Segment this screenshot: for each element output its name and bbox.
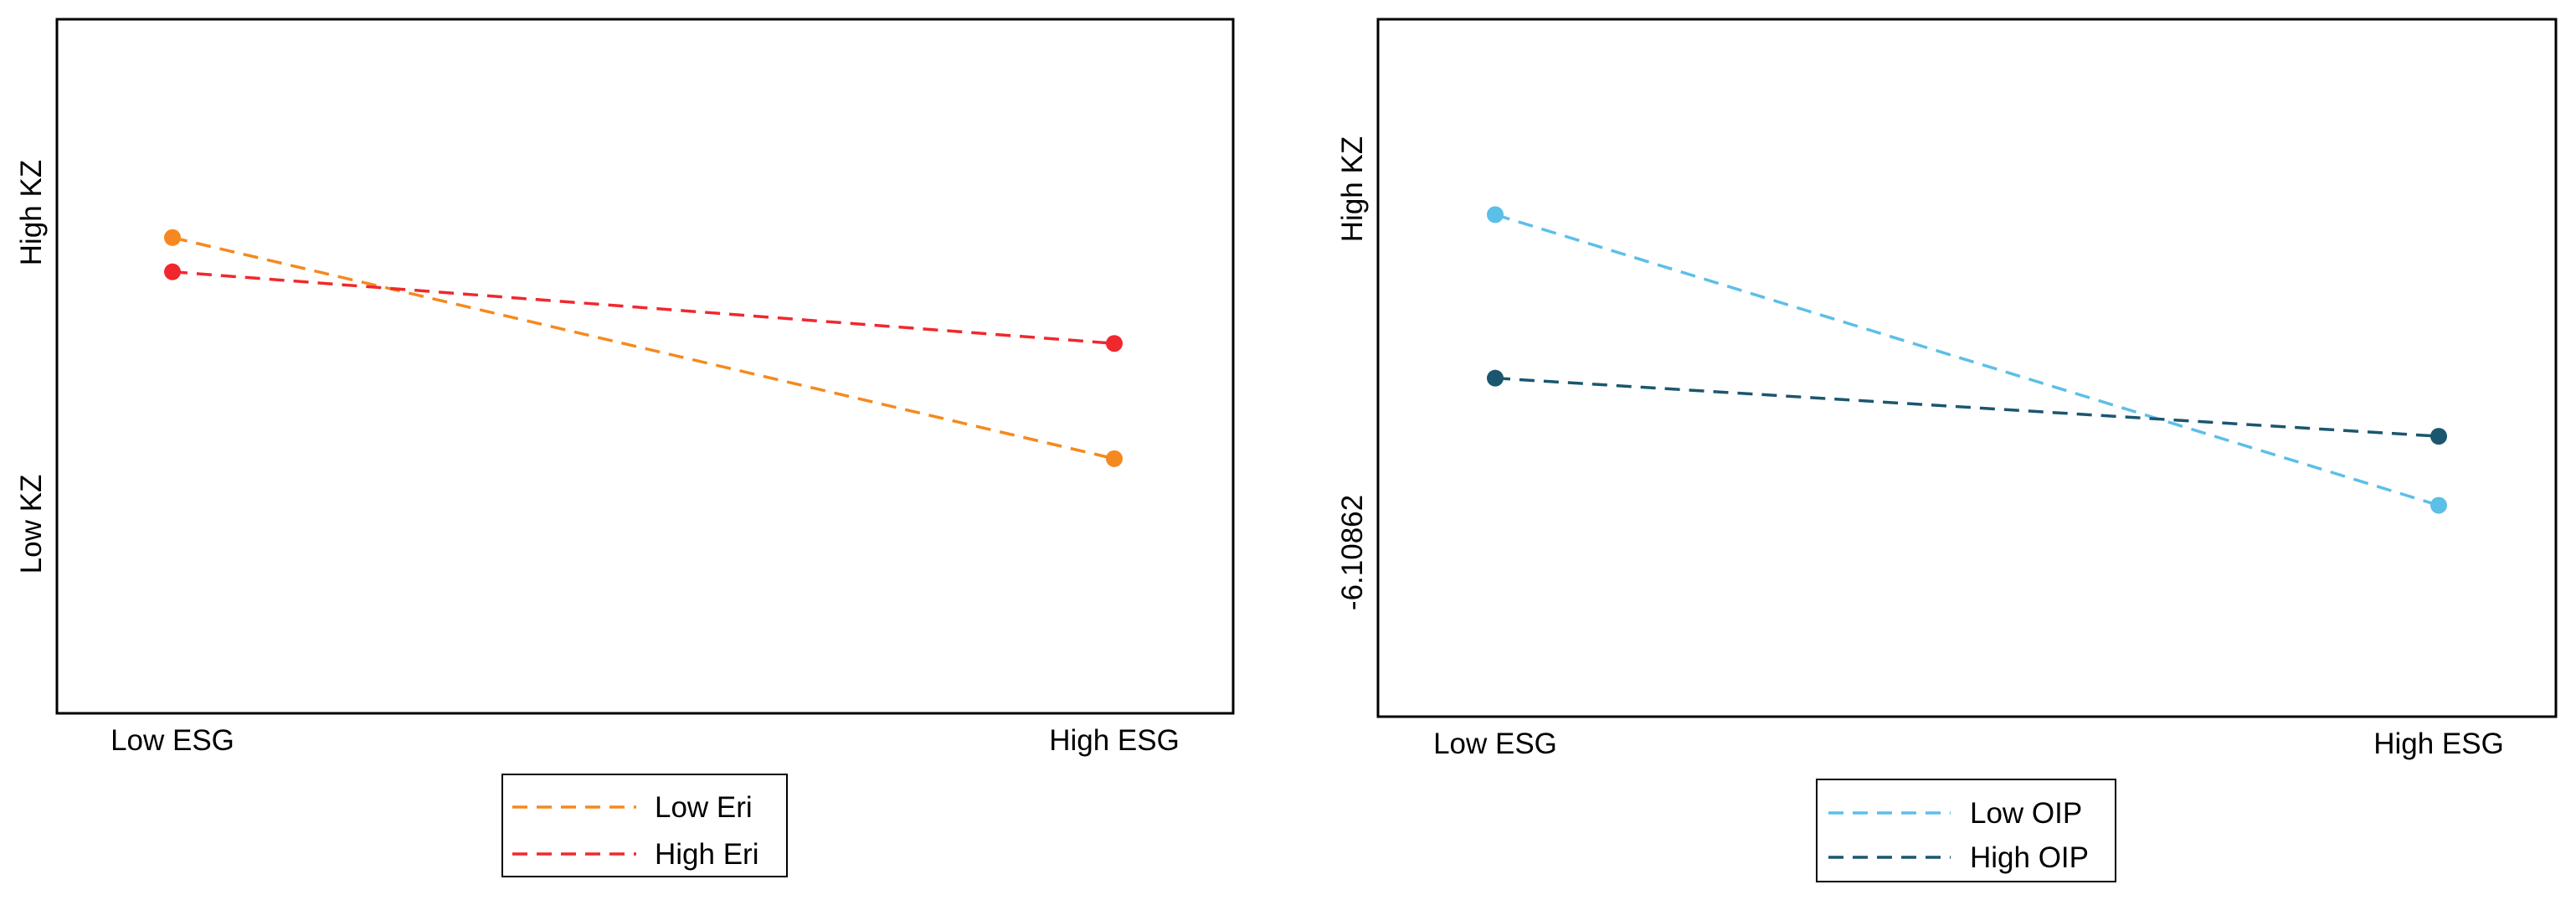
legend-box-left bbox=[501, 774, 788, 877]
legend-label-high-oip: High OIP bbox=[1970, 841, 2089, 874]
chart-right: High KZ -6.10862 Low ESG High ESG Low OI… bbox=[1336, 18, 2558, 882]
legend-box-right bbox=[1816, 779, 2116, 882]
legend-right: Low OIP High OIP bbox=[1816, 779, 2116, 882]
legend-label-high-eri: High Eri bbox=[655, 838, 758, 871]
data-point-high-oip-low-esg bbox=[1487, 369, 1504, 387]
data-point-low-oip-high-esg bbox=[2430, 496, 2447, 514]
series-line-low-eri bbox=[172, 236, 1115, 460]
chart-left: High KZ Low KZ Low ESG High ESG Low Eri … bbox=[15, 18, 1235, 877]
plot-frame-right bbox=[1376, 18, 2558, 718]
legend-label-low-eri: Low Eri bbox=[655, 791, 753, 824]
data-point-low-eri-high-esg bbox=[1106, 450, 1123, 467]
x-tick-label-high-esg-right: High ESG bbox=[2373, 728, 2504, 760]
y-tick-label-high-kz-left: High KZ bbox=[15, 160, 48, 265]
y-tick-label-low-kz-left: Low KZ bbox=[15, 475, 48, 574]
y-tick-label-value-right: -6.10862 bbox=[1336, 495, 1369, 610]
series-line-low-oip bbox=[1494, 213, 2440, 507]
data-point-low-eri-low-esg bbox=[164, 229, 181, 246]
series-group-left bbox=[164, 229, 1123, 467]
series-line-high-eri bbox=[172, 270, 1115, 345]
legend-label-low-oip: Low OIP bbox=[1970, 797, 2082, 830]
series-line-high-oip bbox=[1494, 376, 2440, 438]
x-tick-label-low-esg-left: Low ESG bbox=[111, 724, 234, 757]
data-point-high-eri-low-esg bbox=[164, 263, 181, 280]
legend-left: Low Eri High Eri bbox=[501, 774, 788, 877]
data-point-low-oip-low-esg bbox=[1487, 206, 1504, 224]
y-tick-label-high-kz-right: High KZ bbox=[1336, 136, 1369, 242]
x-tick-label-low-esg-right: Low ESG bbox=[1433, 728, 1557, 760]
data-point-high-oip-high-esg bbox=[2430, 428, 2447, 445]
x-tick-label-high-esg-left: High ESG bbox=[1049, 724, 1180, 757]
plot-frame-left bbox=[55, 18, 1235, 715]
data-point-high-eri-high-esg bbox=[1106, 335, 1123, 352]
series-group-right bbox=[1487, 206, 2447, 514]
